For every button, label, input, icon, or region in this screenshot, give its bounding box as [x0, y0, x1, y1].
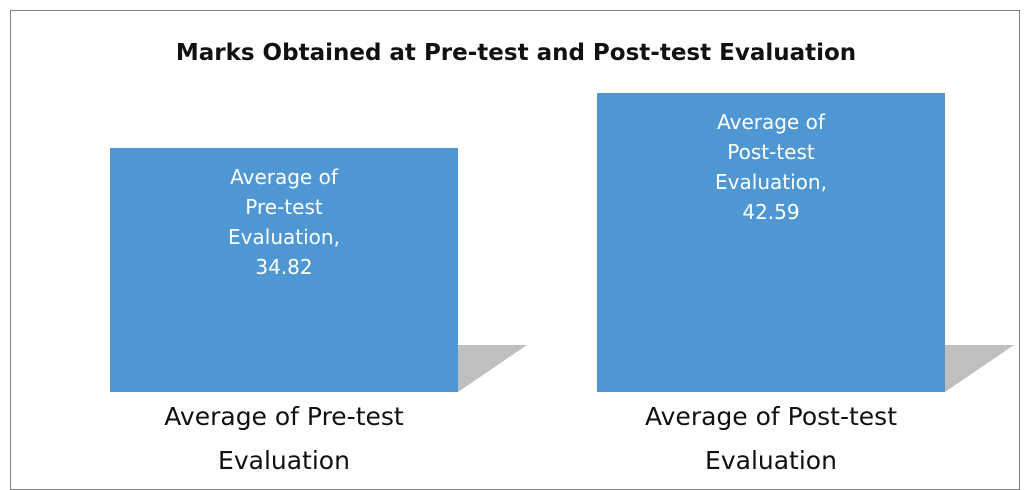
shadow-shape — [945, 345, 1014, 392]
shadow-shape — [458, 345, 527, 392]
x-tick-label: Average of Pre-test Evaluation — [164, 402, 404, 475]
data-label: Average of Pre-test Evaluation, 34.82 — [228, 164, 340, 279]
bar: Average of Post-test Evaluation, 42.59 — [597, 93, 945, 392]
bar-shadow — [458, 345, 527, 392]
bar: Average of Pre-test Evaluation, 34.82 — [110, 147, 458, 392]
bar-shadow — [945, 345, 1014, 392]
data-label: Average of Post-test Evaluation, 42.59 — [715, 110, 827, 224]
chart-title: Marks Obtained at Pre-test and Post-test… — [175, 40, 857, 66]
x-tick-label: Average of Post-test Evaluation — [645, 402, 897, 475]
